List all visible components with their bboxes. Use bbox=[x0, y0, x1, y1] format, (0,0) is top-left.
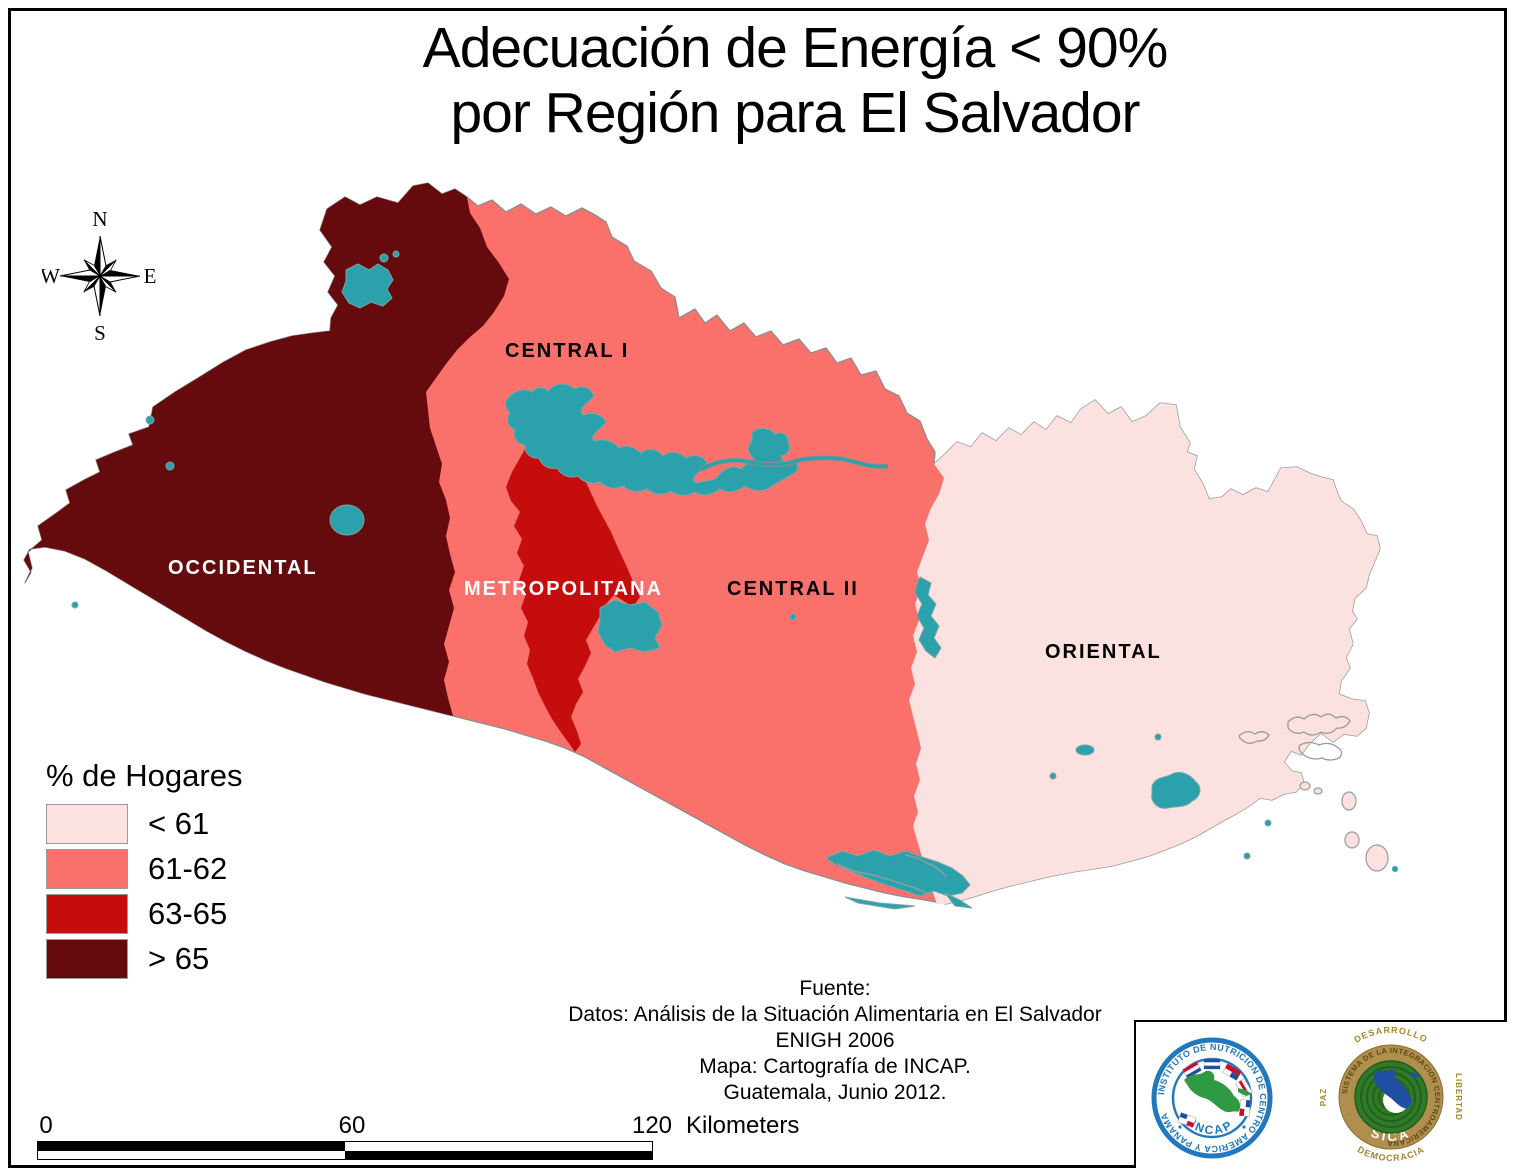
label-region-central-1: CENTRAL I bbox=[505, 340, 630, 362]
legend-swatch-61-62 bbox=[46, 849, 128, 889]
lake-ilopango bbox=[597, 599, 663, 653]
estuary-channel bbox=[844, 896, 916, 910]
sica-landmass bbox=[1374, 1069, 1412, 1109]
reservoir-arm bbox=[747, 427, 791, 467]
lake-speck bbox=[1392, 866, 1398, 872]
water-bodies bbox=[71, 250, 1272, 910]
legend-item: > 65 bbox=[46, 939, 242, 979]
lake-guija bbox=[341, 263, 394, 309]
gulf-islands bbox=[1299, 781, 1389, 872]
scalebar-tick-0: 0 bbox=[39, 1112, 53, 1139]
map-title-line2: por Región para El Salvador bbox=[450, 81, 1140, 145]
legend-label: < 61 bbox=[148, 806, 210, 841]
lake-coatepeque bbox=[329, 504, 365, 536]
logos-box: INSTITUTO DE NUTRICION DE CENTRO AMERICA… bbox=[1134, 1020, 1507, 1168]
lake-speck bbox=[71, 601, 79, 609]
compass-rose: N S W E bbox=[42, 207, 157, 345]
island bbox=[1344, 831, 1360, 849]
incap-central-america-shape bbox=[1184, 1070, 1241, 1113]
compass-north-label: N bbox=[92, 207, 107, 231]
region-oriental bbox=[909, 400, 1380, 904]
lake-jocotal bbox=[1075, 744, 1095, 756]
reservoir-15-septiembre bbox=[914, 576, 942, 659]
lake-speck bbox=[392, 250, 400, 258]
region-occidental bbox=[24, 183, 509, 716]
lake-speck bbox=[379, 253, 389, 263]
sica-motto-left: PAZ bbox=[1319, 1088, 1328, 1106]
sica-motto-top: DESARROLLO bbox=[1352, 1025, 1428, 1045]
source-line: ENIGH 2006 bbox=[775, 1029, 895, 1052]
legend-label: 61-62 bbox=[148, 851, 228, 886]
lake-speck bbox=[1264, 819, 1272, 827]
scalebar-segment bbox=[38, 1150, 345, 1159]
source-credits: Fuente: Datos: Análisis de la Situación … bbox=[420, 976, 1250, 1106]
source-line: Fuente: bbox=[799, 977, 871, 1000]
label-region-metropolitana: METROPOLITANA bbox=[464, 578, 663, 600]
lake-speck bbox=[165, 461, 175, 471]
island-meanguera bbox=[1365, 844, 1389, 872]
lake-speck bbox=[145, 415, 155, 425]
incap-name-text: INCAP bbox=[1188, 1117, 1233, 1137]
label-region-central-2: CENTRAL II bbox=[727, 578, 859, 600]
compass-west-label: W bbox=[42, 264, 60, 288]
compass-south-label: S bbox=[94, 321, 106, 345]
compass-east-label: E bbox=[144, 264, 157, 288]
estuary-jiquilisco bbox=[824, 849, 971, 897]
scalebar-unit: Kilometers bbox=[686, 1112, 800, 1139]
sica-landmass-islet bbox=[1410, 1072, 1421, 1078]
scalebar-segment bbox=[345, 1150, 652, 1159]
scalebar-tick-120: 120 bbox=[631, 1112, 673, 1139]
coastal-boundary-squiggles bbox=[837, 713, 1351, 897]
lake-speck bbox=[1154, 733, 1162, 741]
label-region-occidental: OCCIDENTAL bbox=[168, 557, 318, 579]
river-mouth bbox=[944, 892, 973, 909]
incap-flags bbox=[1177, 1058, 1253, 1128]
sica-motto-right: LIBERTAD bbox=[1454, 1073, 1463, 1121]
legend-item: < 61 bbox=[46, 804, 242, 844]
svg-text:DESARROLLO: DESARROLLO bbox=[1352, 1025, 1429, 1045]
incap-island-shape bbox=[1238, 1088, 1252, 1096]
svg-text:INCAP: INCAP bbox=[1188, 1117, 1235, 1137]
island-conchaguita bbox=[1341, 791, 1357, 811]
label-region-oriental: ORIENTAL bbox=[1045, 641, 1162, 663]
legend: % de Hogares < 61 61-62 63-65 > 65 bbox=[46, 758, 242, 984]
reservoir-cerron-grande bbox=[505, 383, 799, 496]
legend-item: 61-62 bbox=[46, 849, 242, 889]
legend-swatch-lt61 bbox=[46, 804, 128, 844]
scalebar-segment bbox=[345, 1142, 652, 1151]
legend-label: > 65 bbox=[148, 941, 210, 976]
source-line: Datos: Análisis de la Situación Alimenta… bbox=[568, 1003, 1102, 1026]
map-title: Adecuación de Energía < 90% por Región p… bbox=[0, 16, 1515, 146]
scalebar bbox=[37, 1141, 653, 1160]
lake-speck bbox=[1049, 772, 1057, 780]
river-lempa-water bbox=[699, 456, 889, 472]
legend-item: 63-65 bbox=[46, 894, 242, 934]
legend-swatch-63-65 bbox=[46, 894, 128, 934]
legend-swatch-gt65 bbox=[46, 939, 128, 979]
legend-title: % de Hogares bbox=[46, 758, 243, 793]
lake-speck bbox=[789, 613, 797, 621]
incap-logo: INSTITUTO DE NUTRICION DE CENTRO AMERICA… bbox=[1151, 1037, 1273, 1159]
scalebar-tick-60: 60 bbox=[338, 1112, 366, 1139]
scalebar-segment bbox=[38, 1142, 345, 1151]
map-title-line1: Adecuación de Energía < 90% bbox=[422, 16, 1169, 80]
region-metropolitana bbox=[506, 404, 640, 752]
lake-olomega bbox=[1151, 771, 1201, 809]
source-line: Mapa: Cartografía de INCAP. bbox=[699, 1055, 971, 1078]
source-line: Guatemala, Junio 2012. bbox=[723, 1081, 947, 1104]
legend-label: 63-65 bbox=[148, 896, 228, 931]
lake-speck bbox=[1243, 852, 1251, 860]
sica-logo: DESARROLLO DEMOCRACIA LIBERTAD PAZ SISTE… bbox=[1319, 1025, 1463, 1163]
